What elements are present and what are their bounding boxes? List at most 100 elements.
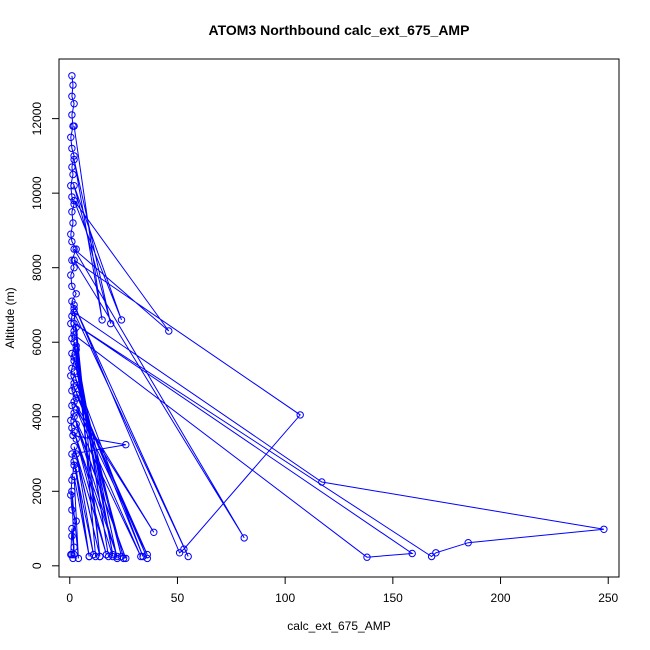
data-point	[175, 549, 184, 557]
series-line-3	[70, 312, 155, 559]
data-point	[68, 237, 76, 246]
data-point	[318, 478, 326, 486]
data-point	[600, 525, 608, 533]
data-point	[68, 424, 76, 432]
data-point	[70, 398, 78, 406]
data-point	[102, 550, 111, 559]
data-point	[69, 81, 77, 89]
y-tick-label: 6000	[30, 329, 44, 356]
data-point	[70, 368, 78, 376]
data-point	[70, 196, 78, 205]
data-point	[70, 457, 78, 466]
y-tick-label: 12000	[30, 102, 44, 136]
data-point	[427, 552, 436, 561]
data-point	[72, 290, 80, 298]
data-point	[69, 219, 77, 227]
data-point	[68, 334, 76, 343]
data-point	[72, 390, 80, 399]
data-point	[67, 182, 75, 190]
data-point	[72, 405, 80, 413]
data-point	[70, 413, 78, 421]
data-point	[184, 552, 192, 561]
data-point	[113, 552, 121, 561]
data-point	[68, 312, 76, 320]
data-point	[68, 282, 76, 290]
data-point	[464, 539, 472, 547]
data-point	[72, 323, 80, 331]
x-tick-label: 0	[66, 591, 73, 605]
data-point	[68, 487, 76, 495]
y-tick-label: 0	[30, 562, 44, 569]
data-point	[70, 442, 78, 451]
data-point	[98, 316, 106, 324]
y-tick-label: 8000	[30, 254, 44, 281]
data-point	[70, 245, 78, 253]
data-point	[69, 554, 77, 563]
chart-title: ATOM3 Northbound calc_ext_675_AMP	[209, 22, 470, 38]
data-point	[70, 122, 78, 130]
data-point	[70, 308, 78, 317]
data-point	[67, 230, 75, 238]
data-point	[150, 528, 158, 536]
data-point	[72, 450, 80, 458]
data-point	[68, 524, 76, 533]
plot-frame	[58, 58, 620, 578]
series-line-1	[70, 75, 126, 559]
data-point	[408, 549, 416, 558]
data-point	[67, 550, 75, 559]
data-point	[117, 552, 126, 561]
data-point	[72, 435, 80, 443]
series-line-2	[72, 126, 604, 558]
data-point	[143, 554, 152, 563]
data-point	[70, 327, 78, 335]
data-point	[72, 346, 80, 354]
x-axis: 0 50 100 150 200 250	[66, 576, 619, 605]
y-axis-label: Altitude (m)	[3, 287, 17, 348]
data-point	[165, 327, 173, 335]
x-tick-label: 200	[491, 591, 511, 605]
data-point	[89, 550, 98, 559]
data-point	[70, 152, 78, 160]
x-tick-label: 50	[171, 591, 185, 605]
data-point	[85, 552, 93, 561]
data-point	[72, 375, 80, 384]
data-point	[68, 387, 76, 395]
x-tick-label: 150	[383, 591, 403, 605]
data-point	[68, 144, 76, 153]
data-point	[70, 338, 78, 346]
x-axis-label: calc_ext_675_AMP	[287, 619, 390, 633]
data-point	[122, 441, 130, 449]
data-point	[67, 271, 75, 279]
data-point	[70, 256, 78, 264]
data-point	[70, 319, 78, 328]
data-point	[139, 552, 147, 561]
data-point	[68, 193, 76, 201]
series-layer	[67, 72, 608, 563]
data-point	[68, 72, 76, 80]
y-tick-label: 10000	[30, 176, 44, 210]
y-tick-label: 4000	[30, 403, 44, 430]
data-point	[68, 256, 76, 264]
data-point	[143, 550, 152, 559]
data-point	[117, 316, 126, 324]
data-point	[70, 472, 78, 481]
data-point	[70, 155, 78, 164]
data-point	[72, 360, 80, 369]
data-point	[68, 111, 76, 119]
data-point	[363, 553, 371, 561]
data-point	[67, 133, 75, 142]
data-point	[72, 420, 80, 428]
data-point	[122, 554, 130, 563]
data-point	[296, 411, 304, 419]
data-point	[68, 450, 76, 458]
data-point	[70, 383, 78, 391]
data-point	[70, 301, 78, 309]
data-point	[119, 554, 128, 563]
data-point	[72, 465, 80, 473]
data-point	[137, 552, 145, 561]
y-tick-label: 2000	[30, 478, 44, 505]
x-tick-label: 100	[275, 591, 295, 605]
data-point	[68, 92, 76, 101]
data-point	[107, 319, 115, 328]
